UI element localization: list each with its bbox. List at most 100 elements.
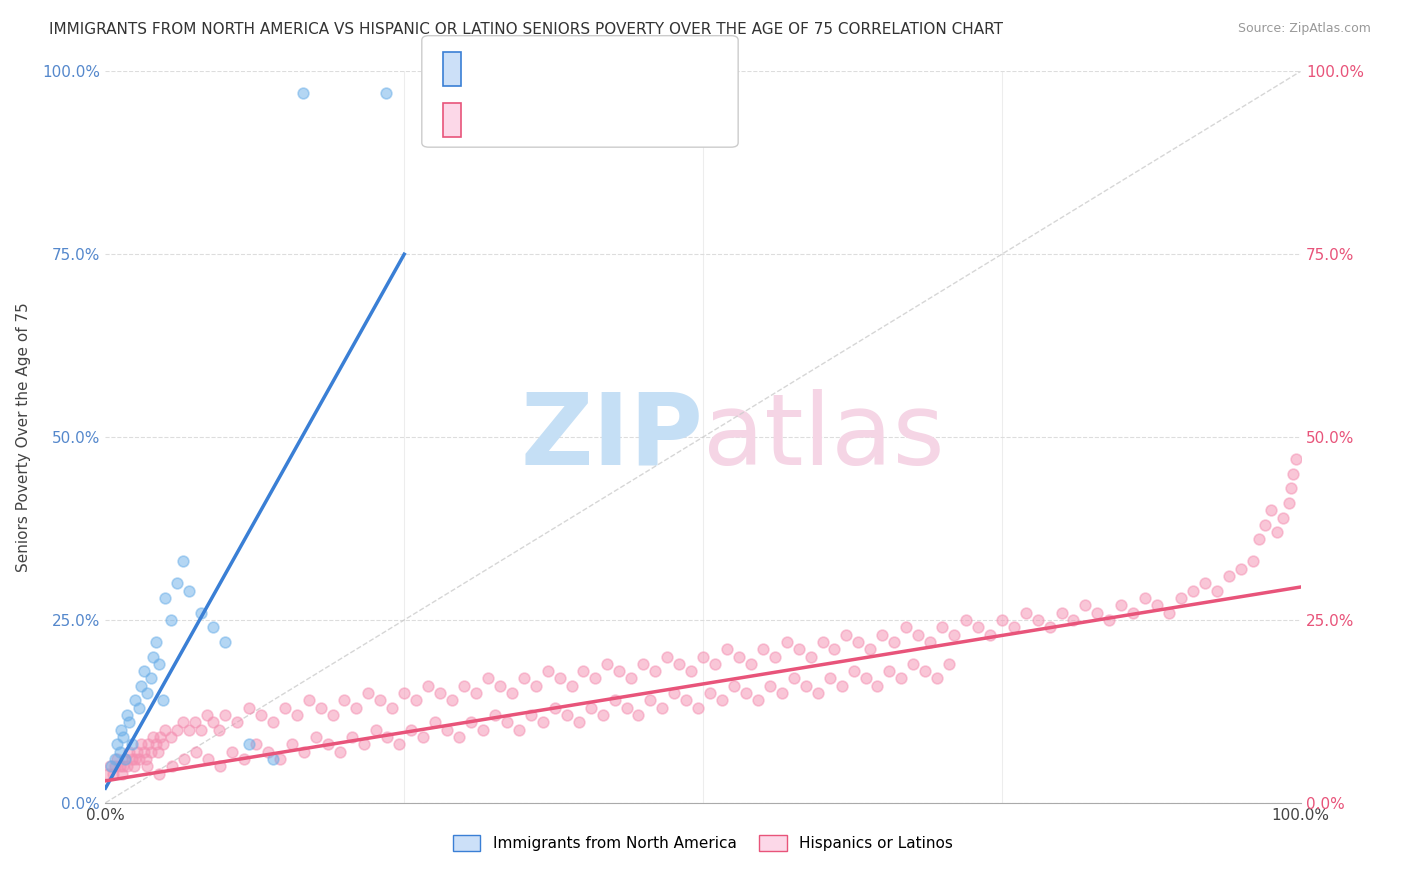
Point [501, 686, 523, 700]
Point [740, 657, 762, 671]
Point [357, 686, 380, 700]
Point [148, 766, 170, 780]
Point [1260, 503, 1282, 517]
Point [513, 672, 536, 686]
Point [1074, 599, 1097, 613]
Point [392, 686, 416, 700]
Point [108, 745, 131, 759]
Text: IMMIGRANTS FROM NORTH AMERICA VS HISPANIC OR LATINO SENIORS POVERTY OVER THE AGE: IMMIGRANTS FROM NORTH AMERICA VS HISPANI… [49, 22, 1004, 37]
Text: 200: 200 [612, 112, 650, 129]
Point [872, 627, 894, 641]
Point [824, 642, 846, 657]
Point [104, 759, 127, 773]
Point [811, 635, 834, 649]
Point [842, 664, 865, 678]
Point [1063, 613, 1085, 627]
Point [818, 672, 841, 686]
Point [651, 700, 673, 714]
Point [195, 708, 218, 723]
Point [269, 752, 291, 766]
Point [1026, 613, 1049, 627]
Point [245, 737, 267, 751]
Point [340, 730, 363, 744]
Point [1014, 606, 1036, 620]
Point [401, 723, 423, 737]
Point [197, 752, 219, 766]
Point [1002, 620, 1025, 634]
Point [184, 715, 207, 730]
Point [118, 745, 141, 759]
Point [160, 613, 183, 627]
Point [596, 657, 619, 671]
Point [208, 723, 231, 737]
Point [489, 679, 512, 693]
Point [794, 679, 817, 693]
Point [1218, 569, 1240, 583]
Point [979, 627, 1001, 641]
Point [879, 664, 901, 678]
Point [135, 752, 157, 766]
Point [145, 635, 167, 649]
Point [139, 672, 162, 686]
Point [633, 657, 655, 671]
Point [186, 745, 208, 759]
Point [942, 627, 965, 641]
Point [233, 752, 256, 766]
Point [128, 700, 150, 714]
Point [291, 87, 314, 101]
Text: 0.816: 0.816 [510, 112, 568, 129]
Point [967, 620, 990, 634]
Point [160, 730, 183, 744]
Point [524, 679, 547, 693]
Point [835, 627, 858, 641]
Point [675, 693, 697, 707]
Point [704, 657, 727, 671]
Point [377, 730, 399, 744]
Point [98, 759, 121, 773]
Point [620, 672, 643, 686]
Point [214, 708, 236, 723]
Point [107, 737, 129, 751]
Point [172, 715, 194, 730]
Point [603, 693, 626, 707]
Point [321, 708, 344, 723]
Point [735, 686, 758, 700]
Point [108, 759, 131, 773]
Point [464, 686, 488, 700]
Point [692, 649, 714, 664]
Point [132, 664, 155, 678]
Point [202, 715, 225, 730]
Point [440, 693, 463, 707]
Point [129, 679, 153, 693]
Point [1133, 591, 1156, 605]
Point [783, 672, 806, 686]
Point [238, 737, 260, 751]
Point [472, 723, 495, 737]
Point [664, 686, 686, 700]
Point [153, 723, 177, 737]
Point [1159, 606, 1181, 620]
Point [146, 745, 169, 759]
Point [1206, 583, 1229, 598]
Point [1194, 576, 1216, 591]
Text: R =: R = [471, 60, 508, 78]
Point [688, 700, 710, 714]
Point [655, 649, 678, 664]
Point [1229, 562, 1251, 576]
Point [305, 730, 328, 744]
Text: R =: R = [471, 112, 508, 129]
Point [1122, 606, 1144, 620]
Point [903, 657, 925, 671]
Point [1146, 599, 1168, 613]
Point [1241, 554, 1264, 568]
Point [152, 693, 174, 707]
Point [149, 730, 172, 744]
Point [681, 664, 703, 678]
Point [1181, 583, 1204, 598]
Point [292, 745, 315, 759]
Point [520, 708, 543, 723]
Point [177, 583, 201, 598]
Point [616, 700, 638, 714]
Text: N =: N = [572, 60, 609, 78]
Point [262, 715, 284, 730]
